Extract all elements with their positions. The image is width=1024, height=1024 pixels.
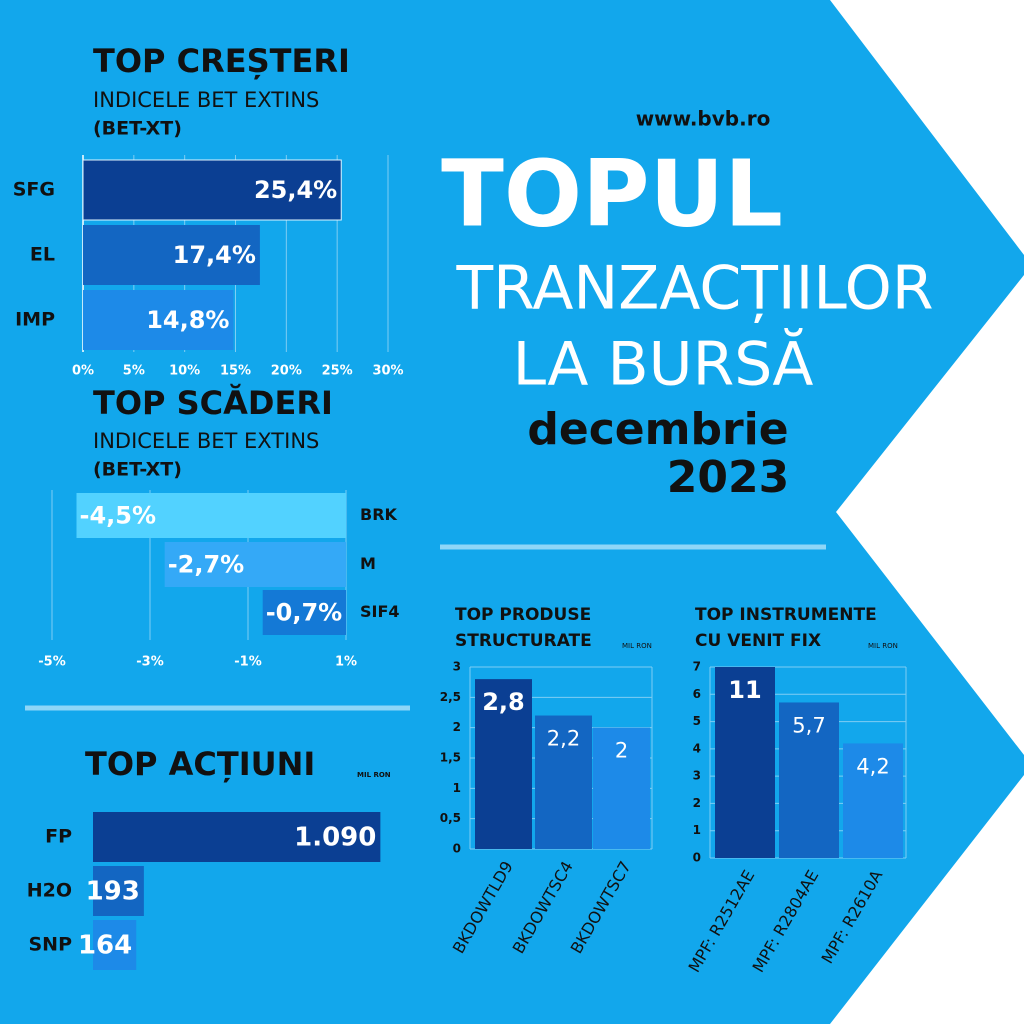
value-label: 5,7 (792, 713, 825, 737)
y-tick-label: 3 (453, 660, 461, 674)
x-tick-label: -3% (136, 655, 163, 670)
chart-title: TOP ACȚIUNI (85, 745, 315, 783)
main-subtitle: TRANZACȚIILOR (455, 254, 933, 324)
value-label: 25,4% (254, 176, 337, 204)
value-label: -0,7% (266, 599, 343, 627)
value-label: 2,2 (547, 727, 580, 751)
x-tick-label: 25% (322, 364, 353, 379)
value-label: 11 (728, 676, 761, 704)
bar (93, 812, 381, 862)
y-tick-label: 1 (453, 781, 461, 795)
chart-subtitle: (BET-XT) (93, 459, 182, 481)
chart-title: TOP CREȘTERI (93, 42, 350, 80)
category-label: EL (30, 244, 55, 266)
y-tick-label: 2 (693, 796, 701, 810)
bar (779, 702, 839, 858)
y-tick-label: 4 (693, 741, 701, 755)
bar (715, 667, 775, 858)
x-tick-label: 0% (72, 364, 94, 379)
category-label: SFG (13, 179, 55, 201)
category-label: FP (45, 826, 72, 848)
value-label: 14,8% (146, 306, 229, 334)
y-tick-label: 2,5 (440, 690, 461, 704)
y-tick-label: 6 (693, 687, 701, 701)
year: 2023 (667, 452, 789, 503)
bar (535, 715, 592, 849)
unit-label: MIL RON (357, 771, 391, 779)
y-tick-label: 0 (453, 842, 461, 856)
value-label: -2,7% (168, 551, 245, 579)
chart-subtitle: INDICELE BET EXTINS (93, 429, 319, 453)
category-label: M (360, 554, 376, 573)
category-label: BRK (360, 505, 398, 524)
category-label: SNP (28, 934, 72, 956)
value-label: 17,4% (173, 241, 256, 269)
bar (82, 159, 342, 221)
x-tick-label: 15% (220, 364, 251, 379)
x-tick-label: 20% (271, 364, 302, 379)
category-label: H2O (27, 880, 72, 902)
value-label: 2 (615, 739, 628, 763)
main-title: TOPUL (441, 140, 783, 247)
value-label: 193 (86, 877, 140, 907)
main-subtitle: LA BURSĂ (513, 328, 814, 400)
bar (93, 920, 137, 970)
y-tick-label: 7 (693, 660, 701, 674)
x-tick-label: 1% (335, 655, 357, 670)
value-label: -4,5% (80, 502, 157, 530)
unit-label: MIL RON (622, 642, 652, 650)
chart-subtitle: (BET-XT) (93, 118, 182, 140)
y-tick-label: 0 (693, 851, 701, 865)
y-tick-label: 3 (693, 769, 701, 783)
bar (262, 590, 346, 635)
x-tick-label: 10% (169, 364, 200, 379)
y-tick-label: 1 (693, 823, 701, 837)
x-tick-label: 30% (372, 364, 403, 379)
value-label: 1.090 (294, 823, 376, 853)
category-label: SIF4 (360, 602, 400, 621)
chart-title: TOP PRODUSE (455, 605, 591, 625)
chart-subtitle: INDICELE BET EXTINS (93, 88, 319, 112)
chart-title: TOP INSTRUMENTE (695, 605, 877, 625)
bar (93, 866, 144, 916)
y-tick-label: 0,5 (440, 811, 461, 825)
bar (83, 290, 234, 350)
bar (76, 493, 346, 538)
bar (83, 225, 260, 285)
x-tick-label: -1% (234, 655, 261, 670)
bar (164, 542, 346, 587)
y-tick-label: 1,5 (440, 751, 461, 765)
value-label: 2,8 (482, 688, 525, 716)
month: decembrie (527, 404, 788, 455)
x-tick-label: 5% (123, 364, 145, 379)
y-tick-label: 2 (453, 720, 461, 734)
chart-title: TOP SCĂDERI (93, 384, 333, 422)
y-tick-label: 5 (693, 714, 701, 728)
value-label: 4,2 (856, 754, 889, 778)
category-label: IMP (15, 309, 55, 331)
unit-label: MIL RON (868, 642, 898, 650)
bar (843, 743, 903, 858)
url: www.bvb.ro (636, 107, 771, 131)
chart-title: CU VENIT FIX (695, 631, 821, 651)
value-label: 164 (78, 931, 132, 961)
bar (475, 679, 532, 849)
chart-title: STRUCTURATE (455, 631, 592, 651)
x-tick-label: -5% (38, 655, 65, 670)
bar (593, 727, 650, 849)
